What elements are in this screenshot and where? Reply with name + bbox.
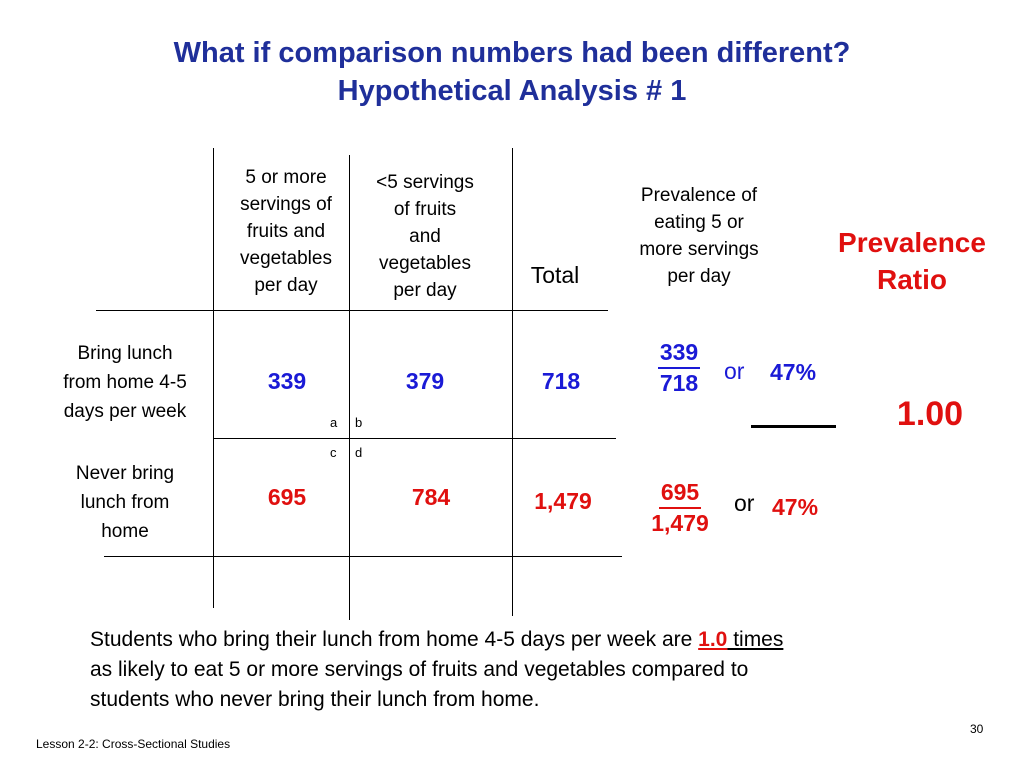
col-header-line: vegetables — [240, 248, 332, 269]
row-label-line: Bring lunch — [77, 343, 173, 364]
row1-percent: 47% — [770, 359, 817, 385]
row-label-line: lunch from — [80, 492, 170, 513]
prevalence-header-line: eating 5 or — [654, 212, 744, 233]
row2-prevalence-fraction: 695 1,479 — [630, 478, 730, 538]
row1-or-text: or — [724, 358, 745, 384]
row2-fraction-denominator: 1,479 — [651, 510, 709, 536]
row2-total-value: 1,479 — [534, 488, 592, 514]
cell-letter-d: d — [355, 445, 363, 460]
conclusion-text: Students who bring their lunch from home… — [90, 625, 990, 715]
conclusion-times: times — [727, 628, 784, 651]
title-line-2: Hypothetical Analysis # 1 — [337, 75, 687, 107]
col-header-total: Total — [530, 262, 580, 288]
col-header-line: servings of — [240, 194, 332, 215]
slide-title: What if comparison numbers had been diff… — [0, 34, 1024, 110]
row-label-line: from home 4-5 — [63, 372, 187, 393]
row2-fraction-numerator: 695 — [658, 478, 702, 509]
prevalence-header: Prevalence of eating 5 or more servings … — [612, 182, 786, 290]
row1-prevalence-fraction: 339 718 — [634, 338, 724, 398]
cell-c-value: 695 — [267, 484, 307, 510]
row-label-line: home — [101, 521, 149, 542]
col-header-less-than-5: <5 servings of fruits and vegetables per… — [358, 169, 492, 304]
row2-percent: 47% — [772, 494, 819, 520]
row-label-line: Never bring — [75, 463, 175, 484]
title-line-1: What if comparison numbers had been diff… — [173, 37, 851, 69]
grid-vline-2 — [349, 155, 350, 620]
row1-total-value: 718 — [541, 368, 581, 394]
ratio-header-line: Ratio — [877, 264, 947, 295]
cell-b-value: 379 — [405, 368, 445, 394]
col-header-line: fruits and — [246, 221, 326, 242]
col-header-line: per day — [393, 280, 457, 301]
row-label-never-bring-lunch: Never bring lunch from home — [40, 459, 210, 546]
prevalence-ratio-value: 1.00 — [896, 395, 964, 433]
row1-fraction-numerator: 339 — [657, 338, 701, 369]
col-header-line: <5 servings — [376, 172, 474, 193]
cell-d-value: 784 — [411, 484, 451, 510]
footer-lesson: Lesson 2-2: Cross-Sectional Studies — [36, 737, 231, 751]
col-header-line: 5 or more — [245, 167, 327, 188]
grid-vline-1 — [213, 148, 214, 608]
cell-a-value: 339 — [267, 368, 307, 394]
col-header-line: and — [409, 226, 441, 247]
conclusion-line-1: Students who bring their lunch from home… — [90, 625, 990, 655]
col-header-5-or-more: 5 or more servings of fruits and vegetab… — [222, 164, 350, 299]
col-header-line: per day — [254, 275, 318, 296]
prevalence-header-line: Prevalence of — [640, 185, 758, 206]
row2-or-text: or — [734, 490, 755, 516]
grid-hline-2 — [213, 438, 616, 439]
prevalence-header-line: more servings — [639, 239, 759, 260]
row-label-line: days per week — [63, 401, 187, 422]
row1-fraction-denominator: 718 — [659, 370, 699, 396]
ratio-division-bar — [751, 425, 836, 428]
prevalence-ratio-header: Prevalence Ratio — [812, 224, 1012, 298]
cell-letter-b: b — [355, 415, 363, 430]
col-header-line: vegetables — [379, 253, 471, 274]
grid-vline-3 — [512, 148, 513, 616]
prevalence-header-line: per day — [667, 266, 731, 287]
grid-hline-1 — [96, 310, 608, 311]
grid-hline-3 — [104, 556, 622, 557]
conclusion-line-3: students who never bring their lunch fro… — [90, 688, 540, 711]
row-label-bring-lunch: Bring lunch from home 4-5 days per week — [40, 339, 210, 426]
ratio-header-line: Prevalence — [838, 227, 986, 258]
col-header-line: of fruits — [393, 199, 457, 220]
conclusion-ratio: 1.0 — [698, 628, 728, 651]
cell-letter-c: c — [330, 445, 337, 460]
page-number: 30 — [970, 722, 984, 736]
conclusion-line-2: as likely to eat 5 or more servings of f… — [90, 658, 749, 681]
cell-letter-a: a — [330, 415, 338, 430]
conclusion-part1: Students who bring their lunch from home… — [90, 628, 699, 651]
